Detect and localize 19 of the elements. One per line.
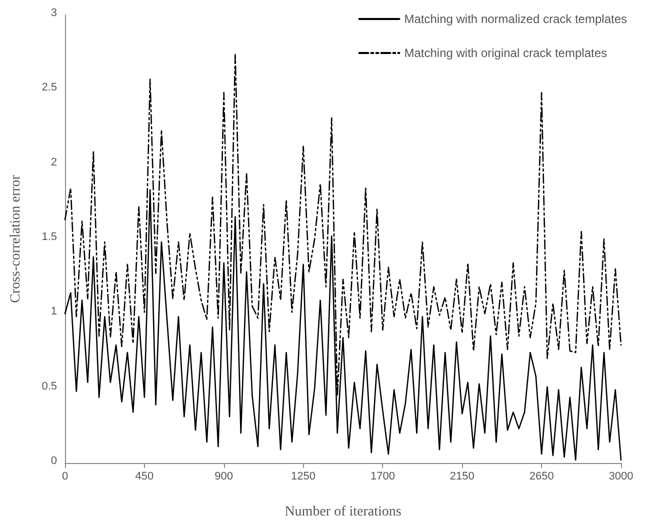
- y-tick-label: 0: [50, 455, 57, 467]
- x-tick-label: 3000: [608, 470, 634, 482]
- legend-label: Matching with normalized crack templates: [404, 12, 628, 26]
- x-axis-title: Number of iterations: [284, 504, 402, 520]
- y-tick-label: 1: [50, 306, 57, 318]
- x-tick-label: 1700: [370, 470, 395, 482]
- x-tick-label: 2150: [450, 470, 474, 482]
- y-tick-label: 2: [50, 156, 57, 168]
- x-tick-label: 450: [135, 470, 154, 482]
- y-tick-label: 0.5: [42, 380, 57, 392]
- x-tick-label: 1250: [291, 470, 316, 482]
- x-tick-label: 900: [214, 470, 234, 482]
- y-tick-label: 1.5: [42, 231, 57, 243]
- legend-label: Matching with original crack templates: [404, 46, 608, 60]
- y-tick-label: 3: [50, 7, 57, 19]
- x-tick-label: 2650: [529, 470, 554, 482]
- y-axis-title: Cross-correlation error: [8, 174, 24, 303]
- x-tick-label: 0: [62, 470, 68, 482]
- y-tick-label: 2.5: [42, 82, 57, 94]
